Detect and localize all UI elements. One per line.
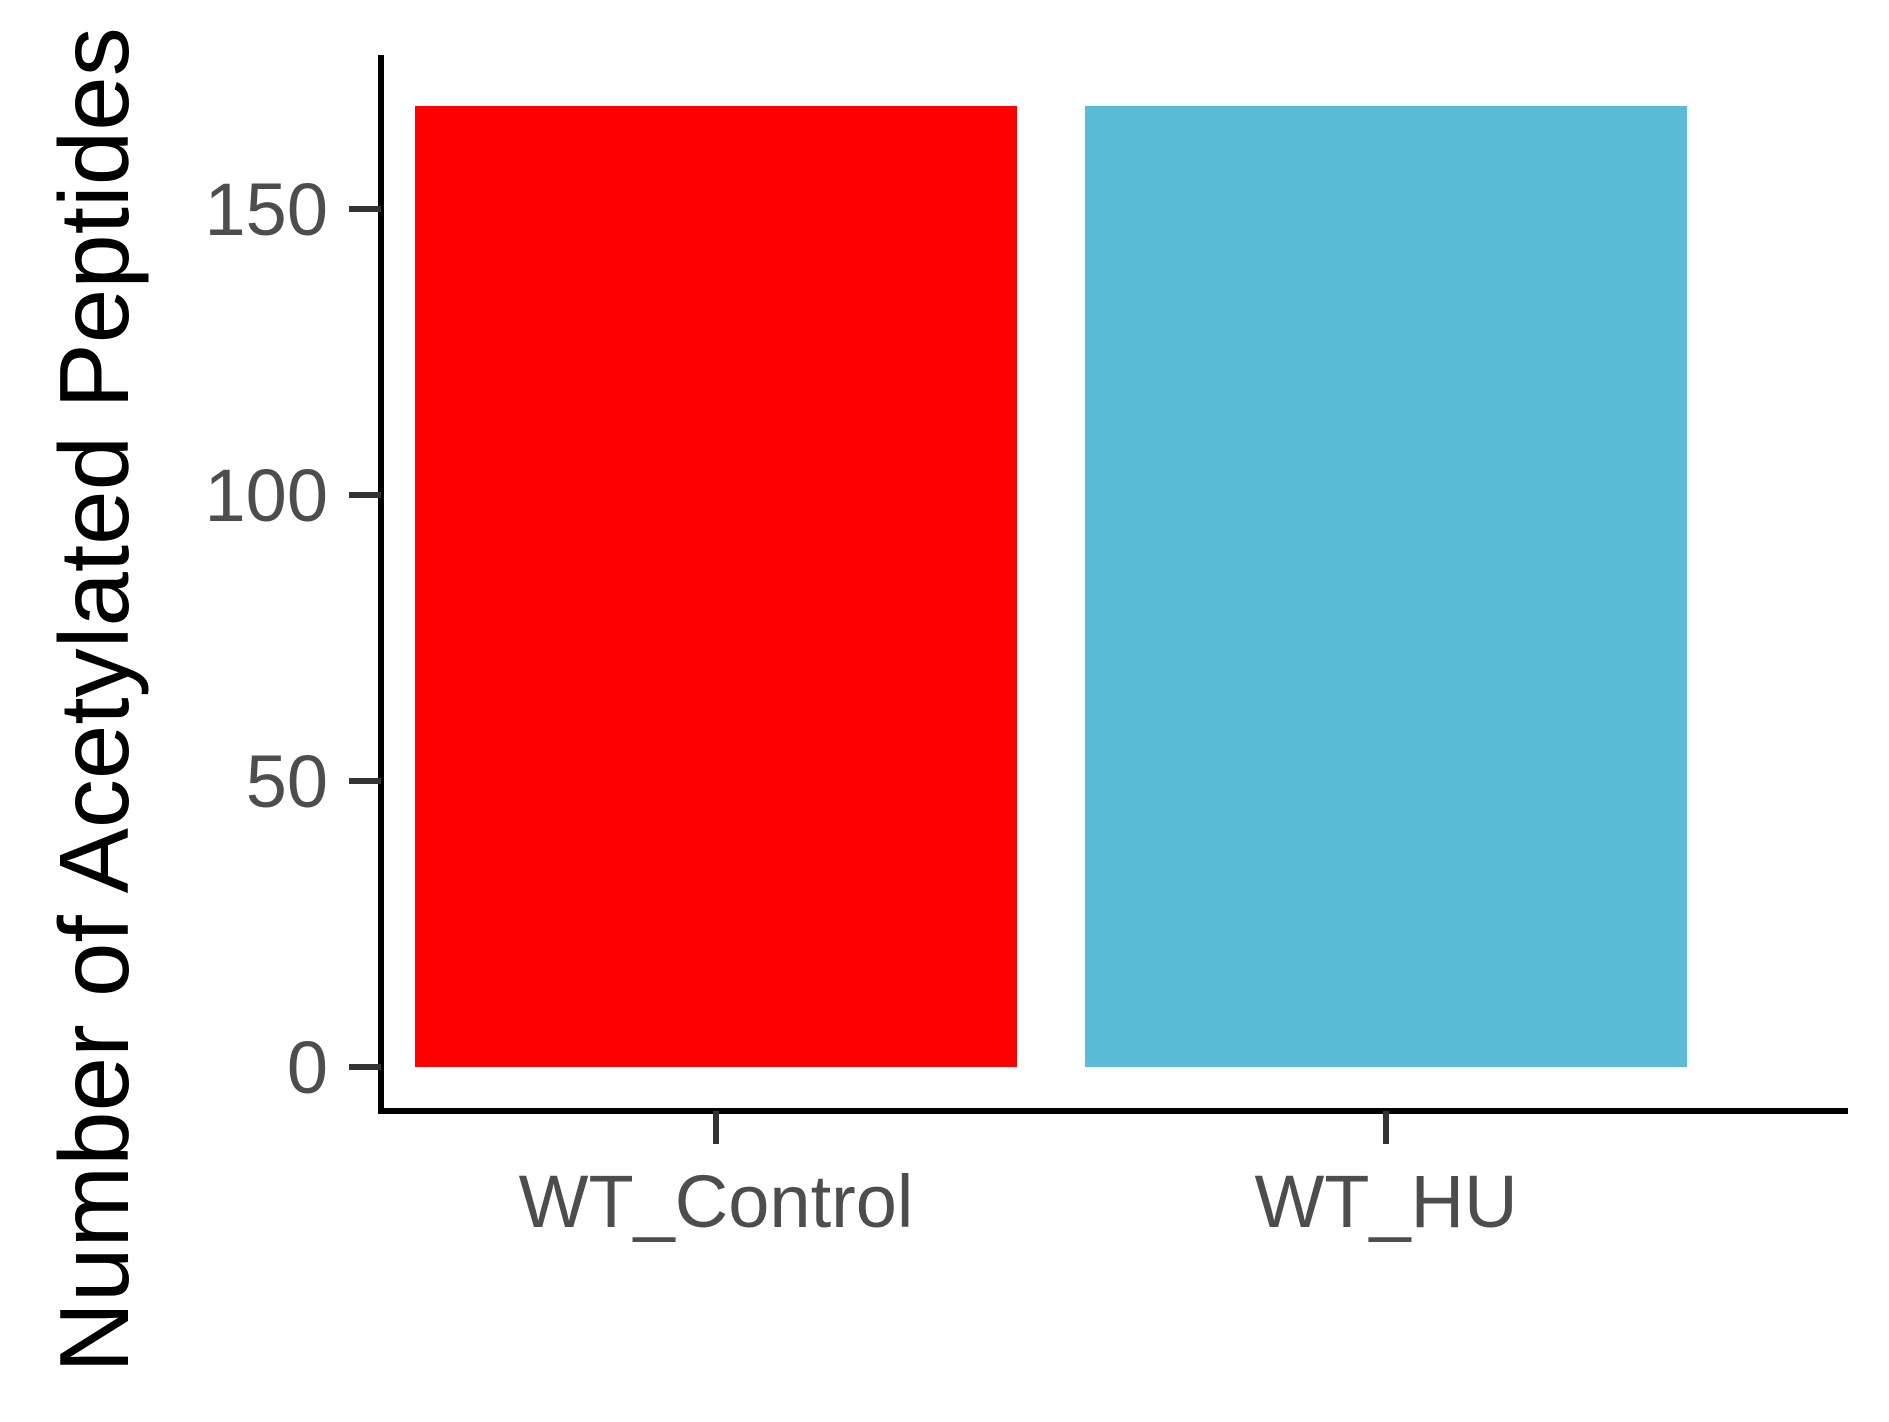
y-tick-label: 150 xyxy=(205,168,328,251)
y-tick-label: 0 xyxy=(287,1026,328,1109)
x-ticks: WT_Control WT_HU xyxy=(519,1111,1518,1243)
y-axis-title: Number of Acetylated Peptides xyxy=(39,27,149,1373)
y-ticks: 0 50 100 150 xyxy=(205,168,381,1109)
y-tick-label: 50 xyxy=(246,740,328,823)
y-tick-label: 100 xyxy=(205,454,328,537)
bar-wt-hu xyxy=(1085,106,1687,1067)
x-tick-label: WT_HU xyxy=(1254,1160,1517,1243)
bar-wt-control xyxy=(415,106,1017,1067)
bars-layer xyxy=(415,106,1687,1067)
x-tick-label: WT_Control xyxy=(519,1160,914,1243)
axes-layer xyxy=(378,55,1848,1114)
